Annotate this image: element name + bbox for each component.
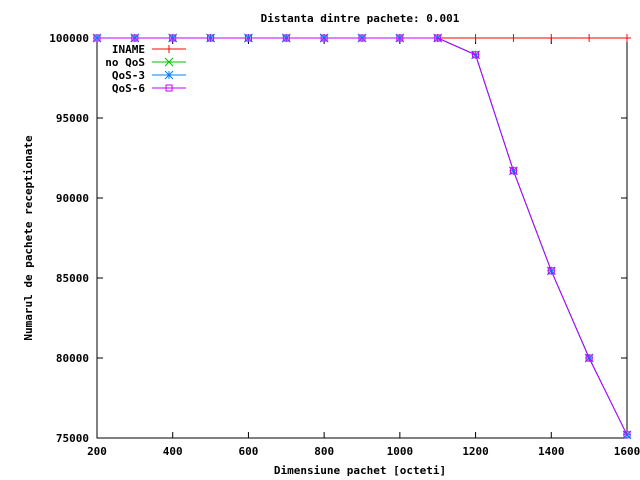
legend-label-qos-3: QoS-3 (112, 69, 145, 82)
chart-title: Distanta dintre pachete: 0.001 (261, 12, 460, 25)
data-point-qos-6 (169, 34, 177, 42)
data-point-qos-6 (131, 34, 139, 42)
legend-marker-no-qos (164, 57, 174, 67)
y-tick-label: 90000 (56, 192, 89, 205)
x-tick-label: 200 (87, 445, 107, 458)
data-point-iname (547, 34, 556, 42)
x-tick-label: 1000 (387, 445, 414, 458)
legend-label-iname: INAME (112, 43, 145, 56)
data-point-iname (471, 34, 480, 42)
y-tick-label: 95000 (56, 112, 89, 125)
data-point-iname (509, 34, 518, 42)
y-axis-label: Numarul de pachete receptionate (22, 135, 35, 341)
data-point-qos-6 (358, 34, 366, 42)
data-point-qos-6 (93, 34, 101, 42)
data-point-qos-6 (207, 34, 215, 42)
data-point-qos-6 (509, 167, 517, 175)
legend-marker-iname (165, 45, 173, 53)
legend-label-no-qos: no QoS (105, 56, 145, 69)
data-point-qos-6 (585, 354, 593, 362)
x-tick-label: 800 (314, 445, 334, 458)
plot-series (92, 33, 632, 440)
x-tick-label: 400 (163, 445, 183, 458)
data-point-qos-6 (396, 34, 404, 42)
data-point-qos-6 (623, 431, 631, 439)
legend-label-qos-6: QoS-6 (112, 82, 145, 95)
data-point-iname (585, 34, 594, 42)
data-point-qos-6 (434, 34, 442, 42)
x-tick-label: 1600 (614, 445, 640, 458)
data-point-qos-6 (282, 34, 290, 42)
data-point-qos-6 (547, 267, 555, 275)
y-tick-label: 85000 (56, 272, 89, 285)
series-qos-6 (93, 34, 631, 439)
series-line-qos-6 (97, 37, 628, 436)
legend-marker-qos-6 (165, 84, 173, 92)
data-point-iname (623, 34, 631, 42)
x-tick-label: 600 (238, 445, 258, 458)
y-tick-label: 100000 (49, 32, 89, 45)
x-tick-label: 1200 (462, 445, 489, 458)
legend-marker-qos-3 (164, 70, 174, 80)
data-point-qos-6 (472, 51, 480, 59)
axes: 200 400 600 800 1000 1200 1400 1600 75000 80000 85… (49, 32, 640, 458)
x-axis-label: Dimensiune pachet [octeti] (274, 464, 446, 477)
data-point-qos-6 (320, 34, 328, 42)
y-tick-label: 75000 (56, 432, 89, 445)
data-point-qos-6 (244, 34, 252, 42)
y-tick-label: 80000 (56, 352, 89, 365)
x-tick-label: 1400 (538, 445, 565, 458)
